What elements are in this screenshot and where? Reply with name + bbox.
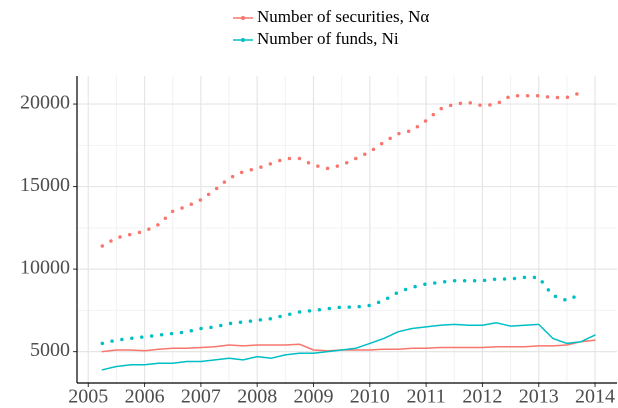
x-tick-label: 2012 (462, 386, 502, 408)
y-tick-label: 20000 (20, 92, 70, 114)
x-tick-label: 2014 (575, 386, 615, 408)
series-line (101, 322, 596, 371)
x-tick-label: 2008 (237, 386, 277, 408)
x-tick-label: 2009 (293, 386, 333, 408)
series-line (100, 90, 583, 248)
y-tick-label: 5000 (30, 339, 70, 361)
series-line (101, 339, 596, 353)
x-tick-label: 2006 (125, 386, 165, 408)
y-tick-label: 15000 (20, 174, 70, 196)
x-tick-label: 2013 (519, 386, 559, 408)
legend-text: Number of funds, Ni (257, 29, 399, 48)
legend-text: Number of securities, Nα (257, 7, 429, 26)
legend-key-dot (241, 38, 245, 42)
series-line (100, 275, 583, 346)
x-tick-label: 2005 (68, 386, 108, 408)
x-tick-label: 2010 (350, 386, 390, 408)
x-tick-label: 2011 (406, 386, 445, 408)
y-tick-label: 10000 (20, 257, 70, 279)
legend-key-dot (241, 16, 245, 20)
x-tick-label: 2007 (181, 386, 221, 408)
